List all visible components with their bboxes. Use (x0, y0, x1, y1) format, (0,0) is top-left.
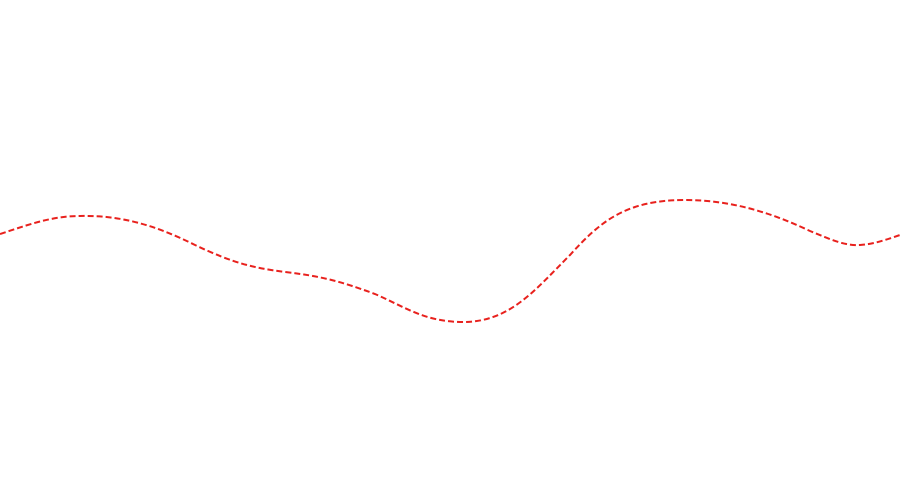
dashed-wave-line (0, 198, 900, 324)
